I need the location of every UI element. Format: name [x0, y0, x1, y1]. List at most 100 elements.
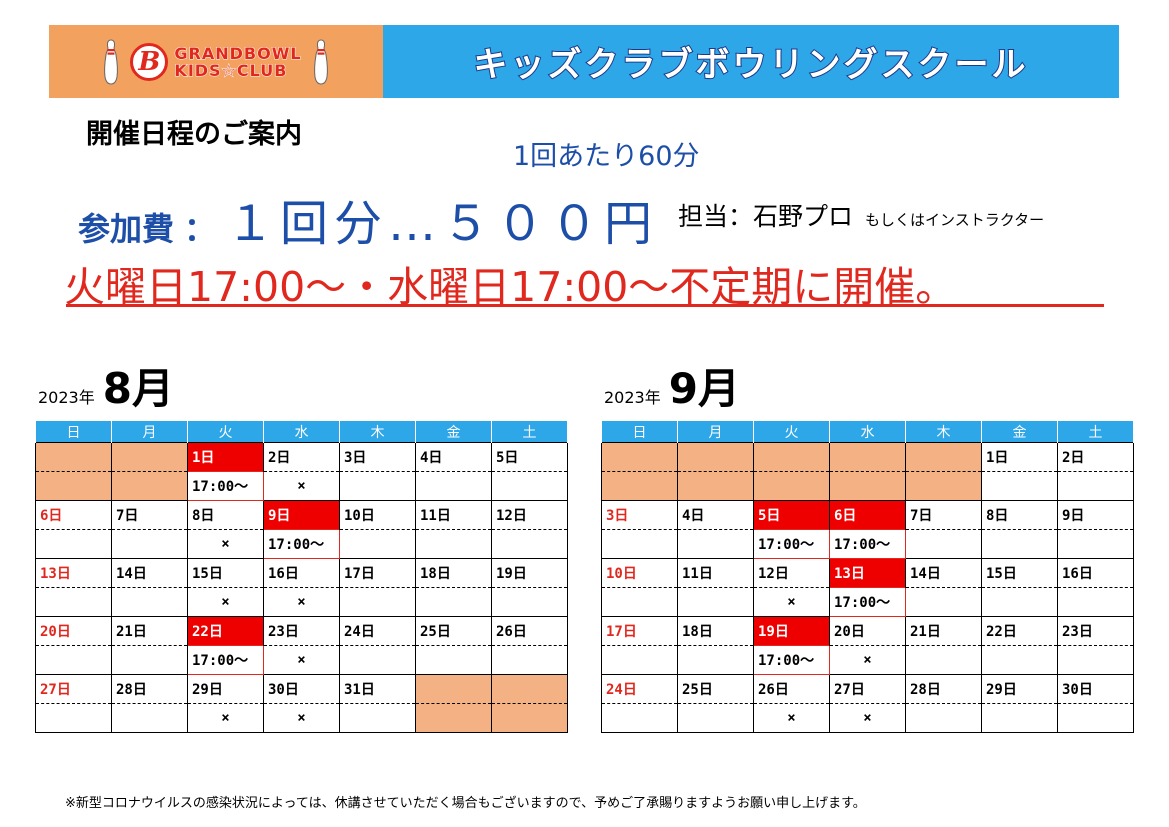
- date-cell: 17日: [601, 616, 678, 646]
- date-cell: 18日: [415, 558, 492, 588]
- date-cell: 30日: [263, 674, 340, 704]
- date-cell: 24日: [339, 616, 416, 646]
- calendar-week-notes: 17:00～ ×: [35, 645, 568, 675]
- date-cell: 11日: [677, 558, 754, 588]
- date-cell: 15日: [981, 558, 1058, 588]
- weekday-header: 火: [753, 421, 830, 443]
- note-cell: [111, 645, 188, 675]
- weekday-header: 金: [415, 421, 492, 443]
- date-cell: 9日: [263, 500, 340, 530]
- bowling-pin-icon: [313, 38, 328, 85]
- date-cell: 30日: [1057, 674, 1134, 704]
- weekday-header: 水: [829, 421, 906, 443]
- date-cell: 4日: [677, 500, 754, 530]
- date-cell: 23日: [1057, 616, 1134, 646]
- date-cell: 14日: [111, 558, 188, 588]
- note-cell: [981, 529, 1058, 559]
- note-cell: [339, 471, 416, 501]
- staff-sub: もしくはインストラクター: [865, 211, 1045, 229]
- weekday-header: 日: [35, 421, 112, 443]
- note-cell: [339, 645, 416, 675]
- empty-cell: [829, 442, 906, 472]
- date-cell: 10日: [339, 500, 416, 530]
- calendar-week-dates: 20日 21日 22日 23日 24日 25日 26日: [35, 616, 568, 646]
- calendar-september: 日月火水木金土 1日 2日 3日 4日 5日 6日 7日 8日 9日 17:00～ 17:00～ 10日…: [601, 421, 1134, 733]
- note-cell: [111, 587, 188, 617]
- session-note: 17:00～: [753, 645, 830, 675]
- date-cell: 27日: [35, 674, 112, 704]
- weekday-header: 月: [677, 421, 754, 443]
- lesson-duration: 1回あたり60分: [513, 141, 700, 172]
- calendar-week-notes: × 17:00～: [601, 587, 1134, 617]
- logo-line-2: KIDS☆CLUB: [174, 60, 288, 80]
- date-cell: 3日: [601, 500, 678, 530]
- note-cell: [905, 529, 982, 559]
- note-cell: [981, 587, 1058, 617]
- note-cell: [35, 703, 112, 733]
- session-note: ×: [263, 703, 340, 733]
- weekday-header: 日: [601, 421, 678, 443]
- note-cell: [1057, 645, 1134, 675]
- session-note: ×: [263, 645, 340, 675]
- logo-line-1: GRANDBOWL: [174, 43, 302, 63]
- note-cell: [1057, 587, 1134, 617]
- calendar-week-notes: × ×: [35, 587, 568, 617]
- session-note: ×: [263, 471, 340, 501]
- date-cell: 19日: [491, 558, 568, 588]
- guide-title: 開催日程のご案内: [86, 119, 302, 150]
- weekday-header: 木: [339, 421, 416, 443]
- date-cell: 2日: [263, 442, 340, 472]
- logo-b-mark: B: [130, 42, 169, 81]
- session-note: ×: [187, 703, 264, 733]
- note-cell: [981, 645, 1058, 675]
- calendar-week-dates: 3日 4日 5日 6日 7日 8日 9日: [601, 500, 1134, 530]
- session-note: ×: [187, 587, 264, 617]
- calendar-week-notes: [601, 471, 1134, 501]
- fee-row: 参加費 ： １回分…５００円: [78, 184, 658, 254]
- calendar-week-notes: 17:00～ 17:00～: [601, 529, 1134, 559]
- session-note: ×: [263, 587, 340, 617]
- date-cell: 1日: [187, 442, 264, 472]
- calendar-month: 9月: [668, 364, 740, 413]
- note-cell: [829, 471, 906, 501]
- weekday-header: 土: [1057, 421, 1134, 443]
- date-cell: 25日: [677, 674, 754, 704]
- note-cell: [35, 587, 112, 617]
- calendar-header-aug: 2023年 8月: [38, 368, 174, 410]
- session-note: 17:00～: [187, 471, 264, 501]
- fee-value: １回分…５００円: [226, 196, 659, 252]
- date-cell: 10日: [601, 558, 678, 588]
- session-note: ×: [753, 703, 830, 733]
- weekday-header: 土: [491, 421, 568, 443]
- empty-cell: [35, 442, 112, 472]
- weekday-header: 木: [905, 421, 982, 443]
- bowling-pin-icon: [104, 38, 119, 85]
- date-cell: 6日: [35, 500, 112, 530]
- date-cell: 8日: [187, 500, 264, 530]
- date-cell: 13日: [35, 558, 112, 588]
- note-cell: [601, 529, 678, 559]
- logo-area: B GRANDBOWL KIDS☆CLUB: [49, 25, 383, 98]
- calendar-week-dates: 10日 11日 12日 13日 14日 15日 16日: [601, 558, 1134, 588]
- date-cell: 20日: [35, 616, 112, 646]
- calendar-year: 2023年: [38, 388, 95, 407]
- note-cell: [753, 471, 830, 501]
- date-cell: 31日: [339, 674, 416, 704]
- fee-colon: ：: [184, 210, 217, 248]
- date-cell: 12日: [491, 500, 568, 530]
- note-cell: [491, 703, 568, 733]
- empty-cell: [601, 442, 678, 472]
- note-cell: [677, 471, 754, 501]
- note-cell: [601, 703, 678, 733]
- date-cell: 23日: [263, 616, 340, 646]
- fee-label: 参加費: [78, 210, 175, 248]
- note-cell: [415, 703, 492, 733]
- note-cell: [905, 587, 982, 617]
- date-cell: 5日: [491, 442, 568, 472]
- session-note: 17:00～: [187, 645, 264, 675]
- calendar-year: 2023年: [604, 388, 661, 407]
- date-cell: 15日: [187, 558, 264, 588]
- note-cell: [905, 703, 982, 733]
- note-cell: [905, 471, 982, 501]
- empty-cell: [677, 442, 754, 472]
